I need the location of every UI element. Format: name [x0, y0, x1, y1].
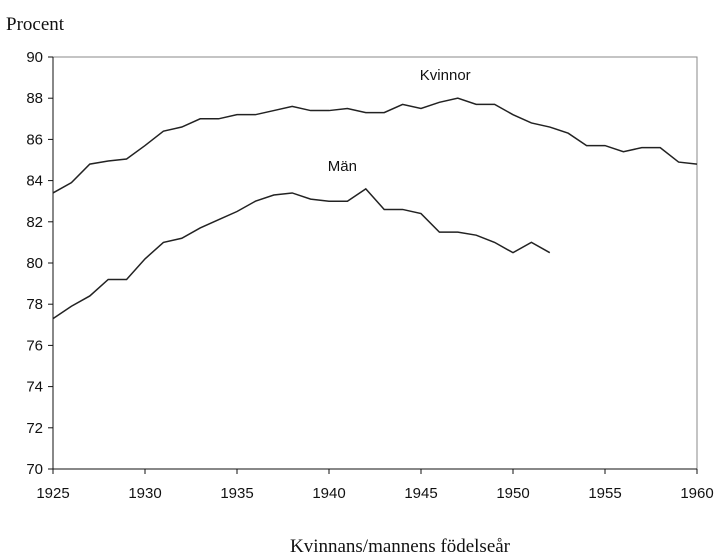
y-tick-label: 86 — [26, 131, 43, 148]
x-tick-label: 1935 — [220, 485, 253, 502]
plot-frame — [52, 56, 698, 470]
series-label: Kvinnor — [420, 67, 471, 84]
y-tick-label: 70 — [26, 461, 43, 478]
x-tick-label: 1940 — [312, 485, 345, 502]
y-tick-label: 72 — [26, 420, 43, 437]
y-axis-label: Procent — [6, 14, 65, 35]
series-label: Män — [328, 158, 357, 175]
x-tick-label: 1925 — [36, 485, 69, 502]
y-tick-label: 74 — [26, 379, 43, 396]
x-tick-label: 1960 — [680, 485, 713, 502]
x-tick-label: 1950 — [496, 485, 529, 502]
y-tick-label: 82 — [26, 214, 43, 231]
y-tick-label: 76 — [26, 337, 43, 354]
x-axis-label: Kvinnans/mannens födelseår — [290, 536, 511, 557]
y-tick-label: 88 — [26, 90, 43, 107]
y-tick-label: 90 — [26, 49, 43, 66]
series-line — [52, 187, 551, 320]
x-tick-label: 1930 — [128, 485, 161, 502]
y-tick-label: 78 — [26, 296, 43, 313]
series-line — [52, 97, 698, 194]
y-tick-label: 80 — [26, 255, 43, 272]
y-tick-label: 84 — [26, 173, 43, 190]
x-tick-label: 1955 — [588, 485, 621, 502]
x-tick-label: 1945 — [404, 485, 437, 502]
